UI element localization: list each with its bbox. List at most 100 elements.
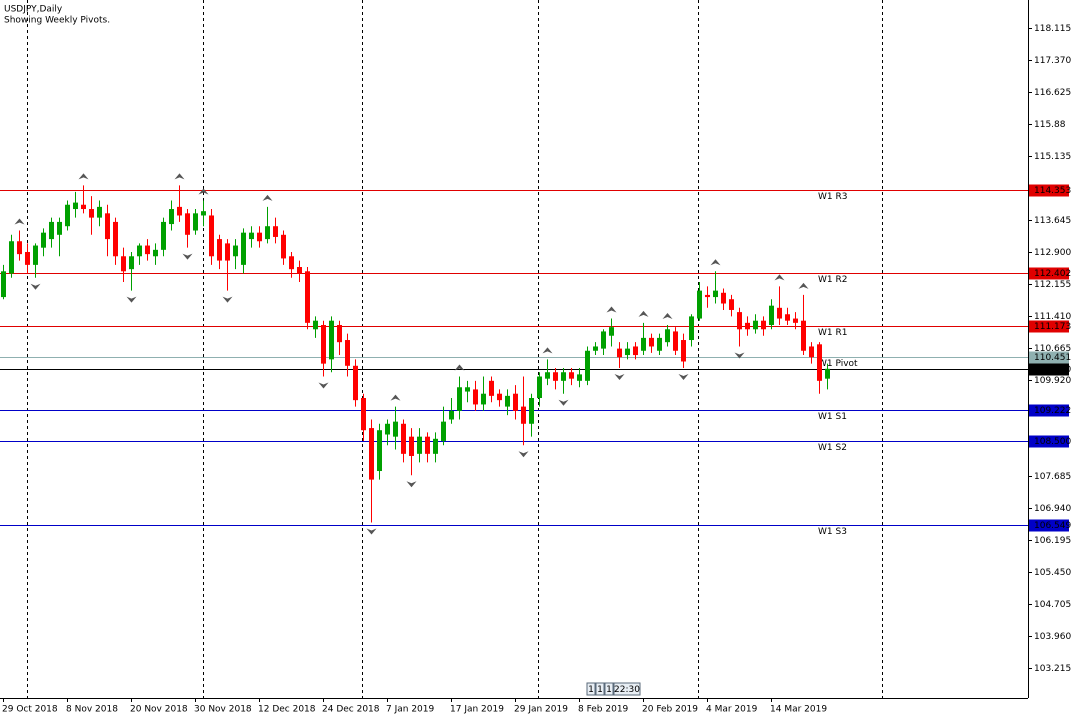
- x-tick-label: 24 Dec 2018: [322, 705, 380, 715]
- scale-button-label[interactable]: 22:30: [614, 685, 640, 695]
- y-tick-label: 115.135: [1034, 152, 1071, 162]
- candle-body: [217, 239, 222, 261]
- candle-body: [105, 213, 110, 240]
- candle-body: [745, 322, 750, 330]
- candle-body: [265, 226, 270, 240]
- scale-button[interactable]: [595, 682, 605, 696]
- candle-body: [425, 436, 430, 454]
- candle-body: [641, 337, 646, 351]
- fractal-up: [454, 364, 465, 371]
- candle-body: [497, 393, 502, 401]
- candle-body: [777, 307, 782, 319]
- candle-body: [433, 438, 438, 454]
- x-tick-label: 14 Mar 2019: [770, 705, 827, 715]
- candle-body: [457, 387, 462, 411]
- fractal-up: [798, 282, 809, 289]
- x-tick-label: 29 Jan 2019: [514, 705, 568, 715]
- candle-body: [737, 312, 742, 330]
- candle-body: [353, 365, 358, 401]
- candle-body: [321, 324, 326, 364]
- y-tick-label: 106.940: [1034, 504, 1071, 514]
- candle-body: [377, 430, 382, 472]
- fractal-up: [262, 194, 273, 201]
- fractal-down: [30, 283, 41, 290]
- candle-body: [769, 305, 774, 325]
- candle-body: [657, 337, 662, 351]
- candle-body: [465, 387, 470, 392]
- candle-body: [761, 320, 766, 330]
- candle-body: [169, 209, 174, 225]
- pivot-price-box: [1029, 320, 1069, 333]
- candle-body: [585, 350, 590, 381]
- pivot-label: W1 S1: [818, 412, 847, 422]
- candle-body: [185, 213, 190, 235]
- period-separators: [27, 0, 883, 698]
- y-tick-label: 104.705: [1034, 600, 1071, 610]
- candle-body: [825, 368, 830, 379]
- candle-body: [153, 249, 158, 257]
- candle-body: [537, 376, 542, 399]
- candle-body: [561, 372, 566, 381]
- x-tick-label: 12 Dec 2018: [258, 705, 316, 715]
- candle-body: [609, 327, 614, 336]
- scale-button[interactable]: [604, 682, 614, 696]
- candle-body: [89, 209, 94, 218]
- candle-body: [9, 241, 14, 274]
- candle-body: [521, 406, 526, 424]
- pivot-price-box: [1029, 267, 1069, 280]
- candle-body: [241, 232, 246, 265]
- candle-body: [817, 344, 822, 381]
- y-tick-label: 112.155: [1034, 280, 1071, 290]
- candle-body: [401, 423, 406, 454]
- candle-body: [369, 428, 374, 480]
- candle-body: [41, 232, 46, 248]
- candle-body: [393, 421, 398, 437]
- fractal-down: [126, 296, 137, 303]
- candle-body: [145, 245, 150, 255]
- candle-body: [625, 348, 630, 356]
- candle-body: [121, 256, 126, 272]
- fractal-up: [390, 394, 401, 401]
- pivot-label: W1 R1: [818, 328, 847, 338]
- candle-body: [529, 398, 534, 424]
- candle-body: [137, 245, 142, 257]
- scale-button[interactable]: [586, 682, 596, 696]
- candle-body: [441, 421, 446, 441]
- fractal-up: [542, 347, 553, 354]
- pivot-price-label: 109.222: [1034, 406, 1071, 416]
- x-tick-label: 4 Mar 2019: [706, 705, 758, 715]
- x-tick-label: 29 Oct 2018: [2, 705, 58, 715]
- pivot-price-label: 111.173: [1034, 322, 1071, 332]
- candle-body: [201, 211, 206, 216]
- fractal-down: [558, 399, 569, 406]
- candle-body: [417, 436, 422, 454]
- candle-body: [209, 215, 214, 257]
- fractal-up: [14, 218, 25, 225]
- current-price-box: [1029, 363, 1069, 376]
- x-tick-label: 20 Feb 2019: [642, 705, 698, 715]
- y-tick-label: 103.215: [1034, 664, 1071, 674]
- candle-body: [633, 346, 638, 356]
- fractal-down: [406, 481, 417, 488]
- scale-button[interactable]: [613, 682, 641, 696]
- candle-body: [569, 372, 574, 379]
- candle-body: [705, 294, 710, 298]
- candle-body: [721, 292, 726, 304]
- scale-button-label[interactable]: 1: [597, 685, 603, 695]
- pivot-price-label: 106.549: [1034, 521, 1071, 531]
- pivot-price-box: [1029, 435, 1069, 448]
- y-tick-label: 117.370: [1034, 56, 1071, 66]
- candle-body: [801, 320, 806, 351]
- scale-button-label[interactable]: 1: [588, 685, 594, 695]
- candle-body: [25, 251, 30, 265]
- y-tick-label: 103.960: [1034, 632, 1071, 642]
- scale-button-label[interactable]: 1: [606, 685, 612, 695]
- candle-body: [793, 318, 798, 323]
- y-tick-label: 112.900: [1034, 248, 1071, 258]
- candle-body: [177, 206, 182, 216]
- candle-body: [225, 243, 230, 261]
- fractal-up: [198, 188, 209, 195]
- fractal-up: [638, 310, 649, 317]
- candle-body: [49, 221, 54, 240]
- candle-body: [649, 337, 654, 347]
